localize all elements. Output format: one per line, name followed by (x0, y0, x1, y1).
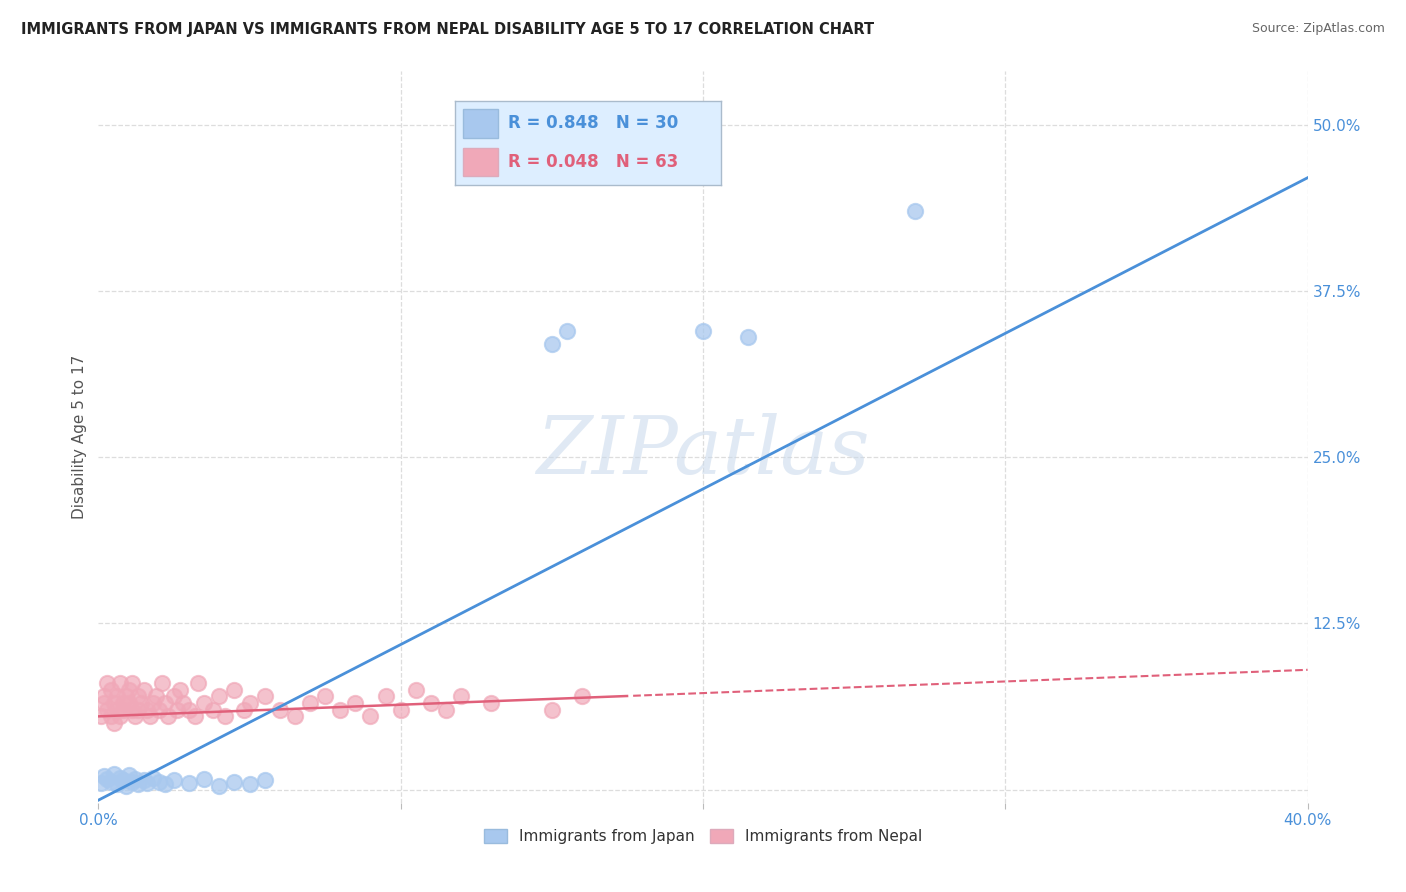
Point (481, 696, 503, 710)
Text: ZIPatlas: ZIPatlas (536, 413, 870, 491)
Point (405, 682, 427, 697)
Point (224, 682, 246, 697)
Point (193, 772, 215, 786)
Point (187, 676, 209, 690)
Point (179, 776, 201, 790)
Point (314, 690, 336, 704)
Point (108, 771, 131, 785)
Point (153, 777, 176, 791)
Point (148, 774, 170, 789)
Point (142, 696, 165, 710)
Point (389, 703, 412, 717)
Point (184, 709, 207, 723)
Point (121, 676, 143, 690)
Point (96, 703, 118, 717)
Point (121, 703, 143, 717)
Point (100, 682, 122, 697)
Point (239, 777, 262, 791)
Point (148, 703, 170, 717)
Point (208, 779, 231, 793)
Point (904, 204, 927, 219)
Point (166, 703, 188, 717)
Point (344, 696, 367, 710)
Point (90, 776, 112, 790)
Point (208, 690, 231, 704)
Point (103, 696, 125, 710)
Point (169, 682, 191, 697)
Point (118, 696, 141, 710)
Point (555, 324, 578, 338)
Point (105, 703, 128, 717)
Point (269, 703, 291, 717)
Text: IMMIGRANTS FROM JAPAN VS IMMIGRANTS FROM NEPAL DISABILITY AGE 5 TO 17 CORRELATIO: IMMIGRANTS FROM JAPAN VS IMMIGRANTS FROM… (21, 22, 875, 37)
Point (132, 682, 155, 697)
Point (299, 696, 322, 710)
Point (163, 773, 186, 788)
Point (100, 709, 122, 723)
Point (139, 709, 162, 723)
Point (118, 768, 141, 782)
Point (127, 690, 149, 704)
Point (132, 773, 155, 788)
Point (153, 696, 176, 710)
Point (108, 676, 131, 690)
Point (737, 330, 759, 344)
Point (103, 716, 125, 731)
Point (420, 696, 443, 710)
Point (90, 709, 112, 723)
Point (329, 703, 352, 717)
Point (156, 709, 179, 723)
Point (360, 709, 382, 723)
Point (172, 696, 194, 710)
Point (129, 696, 152, 710)
Point (135, 776, 157, 790)
Point (127, 703, 149, 717)
Point (96, 772, 118, 786)
Point (202, 703, 225, 717)
Point (114, 690, 136, 704)
Point (253, 773, 276, 788)
Point (118, 682, 141, 697)
Point (93, 690, 115, 704)
Point (450, 690, 472, 704)
Point (145, 690, 167, 704)
Point (193, 696, 215, 710)
Point (163, 690, 186, 704)
Point (127, 777, 149, 791)
Text: Source: ZipAtlas.com: Source: ZipAtlas.com (1251, 22, 1385, 36)
Point (540, 703, 562, 717)
Point (253, 690, 276, 704)
Legend: Immigrants from Japan, Immigrants from Nepal: Immigrants from Japan, Immigrants from N… (478, 822, 928, 850)
Point (692, 324, 714, 338)
Point (224, 774, 246, 789)
Point (571, 690, 593, 704)
Point (105, 690, 128, 704)
Point (179, 703, 201, 717)
Y-axis label: Disability Age 5 to 17: Disability Age 5 to 17 (72, 355, 87, 519)
Point (108, 709, 131, 723)
Point (284, 709, 307, 723)
Point (374, 690, 396, 704)
Point (434, 703, 457, 717)
Point (150, 676, 173, 690)
Point (232, 703, 254, 717)
Point (103, 766, 125, 780)
Point (142, 771, 165, 785)
Point (105, 777, 128, 791)
Point (214, 709, 236, 723)
Point (114, 779, 136, 793)
Point (135, 703, 157, 717)
Point (124, 772, 146, 786)
Point (111, 696, 134, 710)
Point (540, 337, 562, 351)
Point (239, 696, 262, 710)
Point (93, 769, 115, 783)
Point (111, 773, 134, 788)
Point (111, 703, 134, 717)
Point (100, 774, 122, 789)
Point (121, 774, 143, 789)
Point (124, 709, 146, 723)
Point (93, 696, 115, 710)
Point (96, 676, 118, 690)
